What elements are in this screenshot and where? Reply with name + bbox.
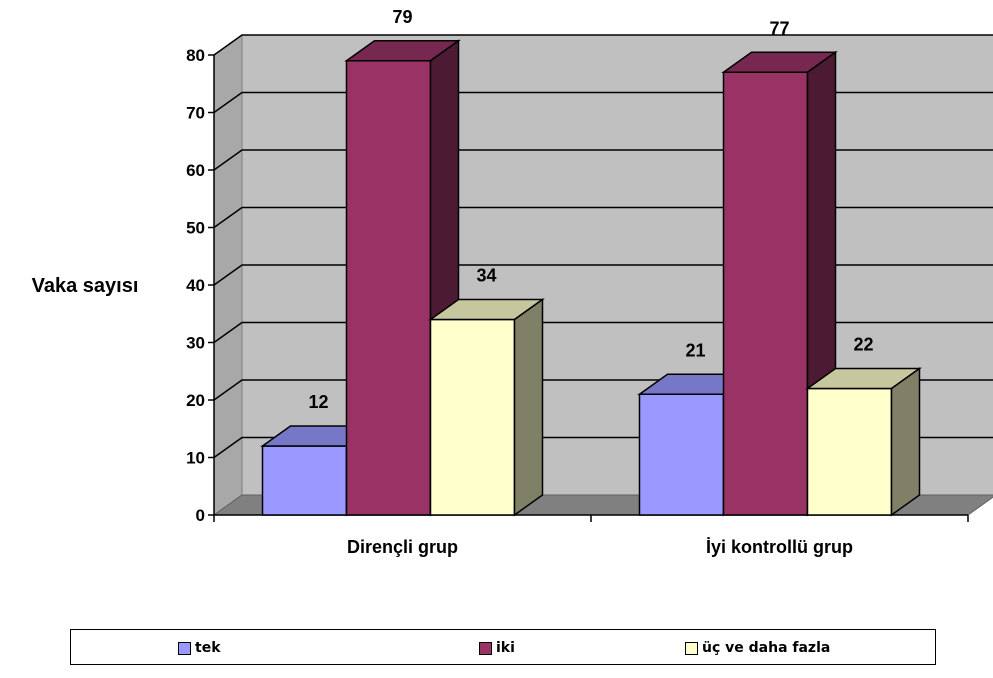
y-tick-label: 60 (186, 161, 205, 180)
legend-swatch-iki (479, 641, 492, 655)
legend: tek iki üç ve daha fazla (70, 629, 936, 665)
y-tick-label: 80 (186, 46, 205, 65)
legend-label-uc-ve-daha-fazla: üç ve daha fazla (702, 640, 831, 656)
bar-front (261, 445, 348, 516)
data-label: 21 (685, 340, 705, 360)
x-tick-label: İyi kontrollü grup (706, 537, 853, 557)
bar-front (722, 71, 809, 516)
bar-front (806, 387, 893, 516)
data-label: 12 (308, 392, 328, 412)
y-tick-label: 30 (186, 334, 205, 353)
bar-side (513, 298, 544, 517)
y-tick-label: 0 (196, 506, 205, 525)
bar-1-2 (805, 367, 922, 517)
data-labels: 12 79 34 21 77 22 (308, 7, 873, 412)
y-tick-label: 40 (186, 276, 205, 295)
legend-item-uc-ve-daha-fazla: üç ve daha fazla (685, 640, 830, 656)
data-label: 22 (853, 335, 873, 355)
bar-side (890, 367, 921, 517)
legend-item-tek: tek (178, 640, 221, 656)
bar-0-2 (428, 298, 545, 517)
legend-swatch-tek (178, 641, 191, 655)
bar-front (345, 60, 432, 516)
y-tick-label: 20 (186, 391, 205, 410)
legend-swatch-uc-ve-daha-fazla (685, 641, 698, 655)
bars (260, 39, 922, 517)
y-tick-label: 70 (186, 104, 205, 123)
data-label: 79 (392, 7, 412, 27)
bar-front (638, 393, 725, 516)
bar-front (429, 318, 516, 516)
axes: 0 10 20 30 40 50 60 70 80 Dirençli grup İyi kontro… (186, 46, 969, 557)
y-tick-label: 50 (186, 219, 205, 238)
data-label: 34 (476, 266, 496, 286)
y-tick-label: 10 (186, 449, 205, 468)
bar-chart: 0 10 20 30 40 50 60 70 80 Dirençli grup İyi kontro… (32, 7, 993, 557)
legend-label-tek: tek (195, 640, 221, 656)
data-label: 77 (769, 18, 789, 38)
legend-item-iki: iki (479, 640, 515, 656)
gridline (213, 34, 993, 56)
legend-label-iki: iki (496, 640, 515, 656)
x-tick-label: Dirençli grup (347, 537, 458, 557)
y-axis-label: Vaka sayısı (32, 275, 139, 297)
